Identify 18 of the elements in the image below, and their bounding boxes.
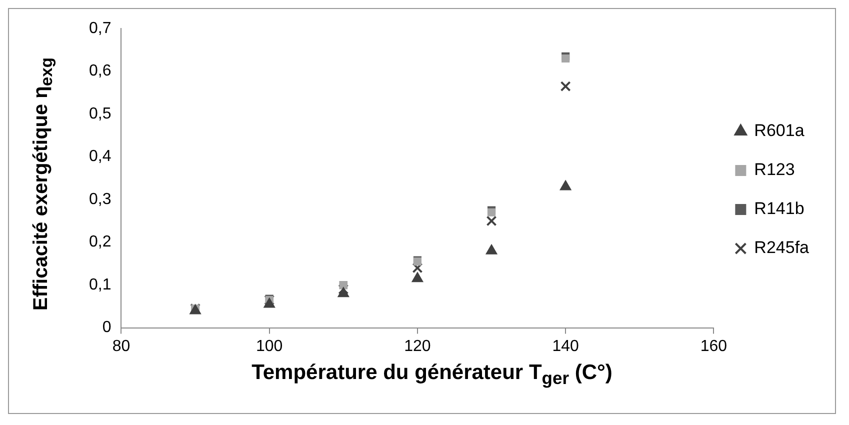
y-tick-label: 0,5 — [88, 105, 112, 122]
x-tick-label: 100 — [256, 338, 283, 355]
legend-label: R245fa — [754, 238, 810, 258]
x-tick-label: 120 — [404, 338, 431, 355]
x-tick-label: 160 — [700, 338, 728, 355]
legend-label: R601a — [754, 121, 805, 140]
legend-label: R141b — [754, 199, 804, 218]
y-tick-label: 0,7 — [88, 20, 112, 38]
y-tick-label: 0,1 — [88, 276, 112, 294]
y-tick-label: 0 — [102, 319, 112, 336]
y-tick-label: 0,3 — [88, 190, 112, 208]
legend-label: R123 — [754, 160, 795, 180]
y-tick-label: 0,4 — [88, 148, 112, 166]
x-tick-label: 80 — [112, 338, 130, 355]
y-tick-label: 0,2 — [88, 234, 112, 251]
y-tick-label: 0,6 — [88, 62, 112, 80]
x-tick-label: 140 — [552, 338, 580, 355]
x-axis-title: Température du générateur T$_{ger}$ (C°) — [250, 361, 614, 390]
